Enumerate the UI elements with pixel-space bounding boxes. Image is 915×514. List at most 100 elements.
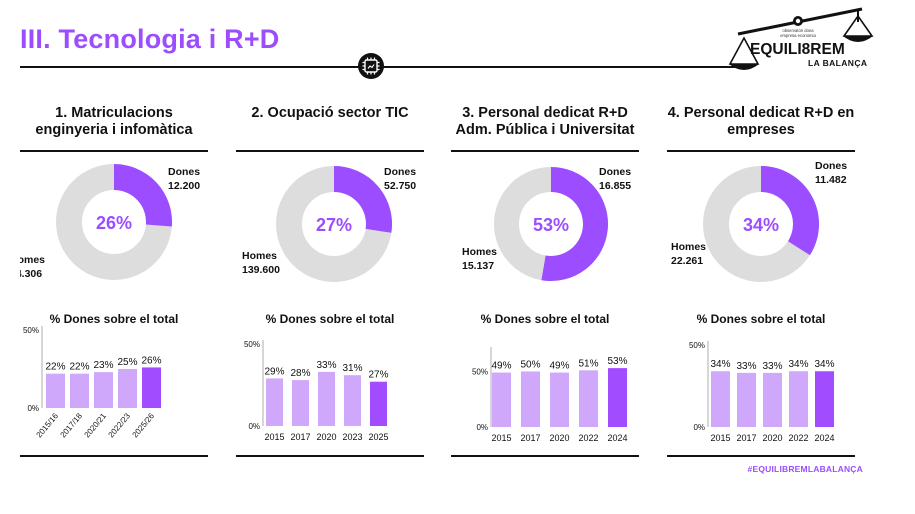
y-tick-label: 0% bbox=[476, 423, 488, 432]
chart-panel-2: 2. Ocupació sector TIC 27% Dones 52.750 Home… bbox=[236, 100, 424, 460]
bar-data-label: 33% bbox=[762, 361, 782, 372]
bar bbox=[608, 368, 627, 427]
chart-panel-4: 4. Personal dedicat R+D en empreses 34% Do… bbox=[667, 100, 855, 460]
bar bbox=[815, 371, 834, 427]
dones-value: 52.750 bbox=[384, 180, 416, 192]
bar-data-label: 34% bbox=[710, 359, 730, 370]
bar-data-label: 31% bbox=[342, 363, 362, 374]
bar-data-label: 51% bbox=[578, 358, 598, 369]
bar-data-label: 22% bbox=[45, 362, 65, 373]
donut-center-label: 26% bbox=[96, 213, 132, 233]
bar-data-label: 34% bbox=[788, 359, 808, 370]
panel-rule-bottom bbox=[667, 455, 855, 457]
legend-dones-label: Dones bbox=[384, 166, 416, 178]
bar-data-label: 26% bbox=[141, 355, 161, 366]
x-tick-label: 2015 bbox=[710, 433, 730, 443]
x-tick-label: 2015/16 bbox=[35, 411, 61, 439]
legend-homes-label: Homes bbox=[242, 250, 277, 262]
bar bbox=[370, 381, 387, 426]
x-tick-label: 2022 bbox=[578, 433, 598, 443]
bar bbox=[711, 371, 730, 427]
bar bbox=[318, 371, 335, 426]
donut-slice-dones bbox=[541, 167, 608, 281]
bar bbox=[789, 371, 808, 427]
donut-slice-dones bbox=[333, 166, 392, 233]
bar-chart: 50% 0% 49% 2015 50% 2017 49% 2020 51% 2022 53% 2024 bbox=[472, 347, 628, 443]
bar-chart: 50% 0% 34% 2015 33% 2017 33% 2020 34% 2022 34% 2024 bbox=[689, 341, 835, 443]
x-tick-label: 2020 bbox=[316, 432, 336, 442]
bar bbox=[763, 372, 782, 427]
donut-chart: 34% Dones 11.482 Homes 22.261 bbox=[671, 160, 847, 282]
bar-data-label: 23% bbox=[93, 360, 113, 371]
x-tick-label: 2025/26 bbox=[131, 411, 157, 439]
bar-data-label: 27% bbox=[368, 370, 388, 381]
bar bbox=[46, 373, 65, 408]
chart-title: 4. Personal dedicat R+D en empreses bbox=[667, 105, 855, 138]
donut-slice-dones bbox=[760, 166, 819, 256]
x-tick-label: 2024 bbox=[814, 433, 834, 443]
legend-dones-label: Dones bbox=[599, 166, 631, 178]
dones-value: 11.482 bbox=[815, 174, 847, 186]
homes-value: 15.137 bbox=[462, 260, 494, 272]
legend-homes-label: Homes bbox=[462, 246, 497, 258]
bar bbox=[521, 371, 540, 427]
panel-rule-bottom bbox=[236, 455, 424, 457]
donut-chart: 53% Dones 16.855 Homes 15.137 bbox=[462, 166, 631, 281]
y-tick-label: 50% bbox=[23, 326, 39, 335]
x-tick-label: 2022 bbox=[788, 433, 808, 443]
bar-chart: 50% 0% 22% 2015/16 22% 2017/18 23% 2020/21 25% 20… bbox=[23, 326, 162, 439]
bar bbox=[94, 372, 113, 408]
chart-title: 2. Ocupació sector TIC bbox=[251, 105, 409, 121]
homes-value: 34.306 bbox=[20, 268, 42, 280]
legend-homes-label: Homes bbox=[20, 254, 45, 266]
chart-panel-3: 3. Personal dedicat R+D Adm. Pública i U… bbox=[451, 100, 639, 460]
x-tick-label: 2020 bbox=[549, 433, 569, 443]
equilibrem-logo: observatori dona empresa economia EQUILI… bbox=[728, 7, 874, 70]
legend-dones-label: Dones bbox=[815, 160, 847, 172]
bar bbox=[579, 370, 598, 427]
bar-data-label: 49% bbox=[549, 361, 569, 372]
hashtag: #EQUILIBREMLABALANÇA bbox=[747, 464, 863, 474]
y-tick-label: 50% bbox=[244, 340, 260, 349]
bar-chart: 50% 0% 29% 2015 28% 2017 33% 2020 31% 2023 27% 2025 bbox=[244, 340, 389, 442]
seal-line-2: empresa economia bbox=[780, 33, 816, 38]
bar bbox=[550, 372, 569, 427]
panel-rule-top bbox=[451, 150, 639, 152]
chart-panel-1: 1. Matriculacions enginyeria i infomàtic… bbox=[20, 100, 208, 460]
page-title: III. Tecnologia i R+D bbox=[20, 24, 280, 54]
logo-tagline: LA BALANÇA bbox=[808, 58, 867, 68]
bar bbox=[266, 378, 283, 426]
bar-chart-title: % Dones sobre el total bbox=[696, 312, 826, 326]
y-tick-label: 0% bbox=[27, 404, 39, 413]
homes-value: 22.261 bbox=[671, 255, 703, 267]
bar-data-label: 29% bbox=[264, 366, 284, 377]
x-tick-label: 2015 bbox=[264, 432, 284, 442]
bar bbox=[492, 372, 511, 427]
bar bbox=[737, 372, 756, 427]
y-tick-label: 50% bbox=[472, 367, 488, 376]
x-tick-label: 2022/23 bbox=[107, 411, 133, 439]
donut-center-label: 27% bbox=[316, 215, 352, 235]
x-tick-label: 2024 bbox=[607, 433, 627, 443]
bar-data-label: 33% bbox=[736, 361, 756, 372]
donut-chart: 27% Dones 52.750 Homes 139.600 bbox=[242, 166, 416, 282]
bar-chart-title: % Dones sobre el total bbox=[49, 312, 179, 326]
panel-rule-top bbox=[667, 150, 855, 152]
bar-chart-title: % Dones sobre el total bbox=[265, 312, 395, 326]
panel-rule-top bbox=[236, 150, 424, 152]
bar-data-label: 53% bbox=[607, 356, 627, 367]
x-tick-label: 2017 bbox=[290, 432, 310, 442]
donut-center-label: 34% bbox=[743, 215, 779, 235]
seal-line-1: observatori dona bbox=[782, 28, 814, 33]
y-tick-label: 0% bbox=[248, 422, 260, 431]
bar-chart-title: % Dones sobre el total bbox=[480, 312, 610, 326]
bar bbox=[70, 373, 89, 408]
panel-rule-bottom bbox=[20, 455, 208, 457]
bar bbox=[142, 367, 161, 408]
bar bbox=[118, 369, 137, 408]
bar bbox=[292, 380, 309, 426]
dones-value: 12.200 bbox=[168, 180, 200, 192]
dones-value: 16.855 bbox=[599, 180, 631, 192]
bar-data-label: 28% bbox=[290, 368, 310, 379]
logo-brand: EQUILI8REM bbox=[750, 41, 845, 58]
